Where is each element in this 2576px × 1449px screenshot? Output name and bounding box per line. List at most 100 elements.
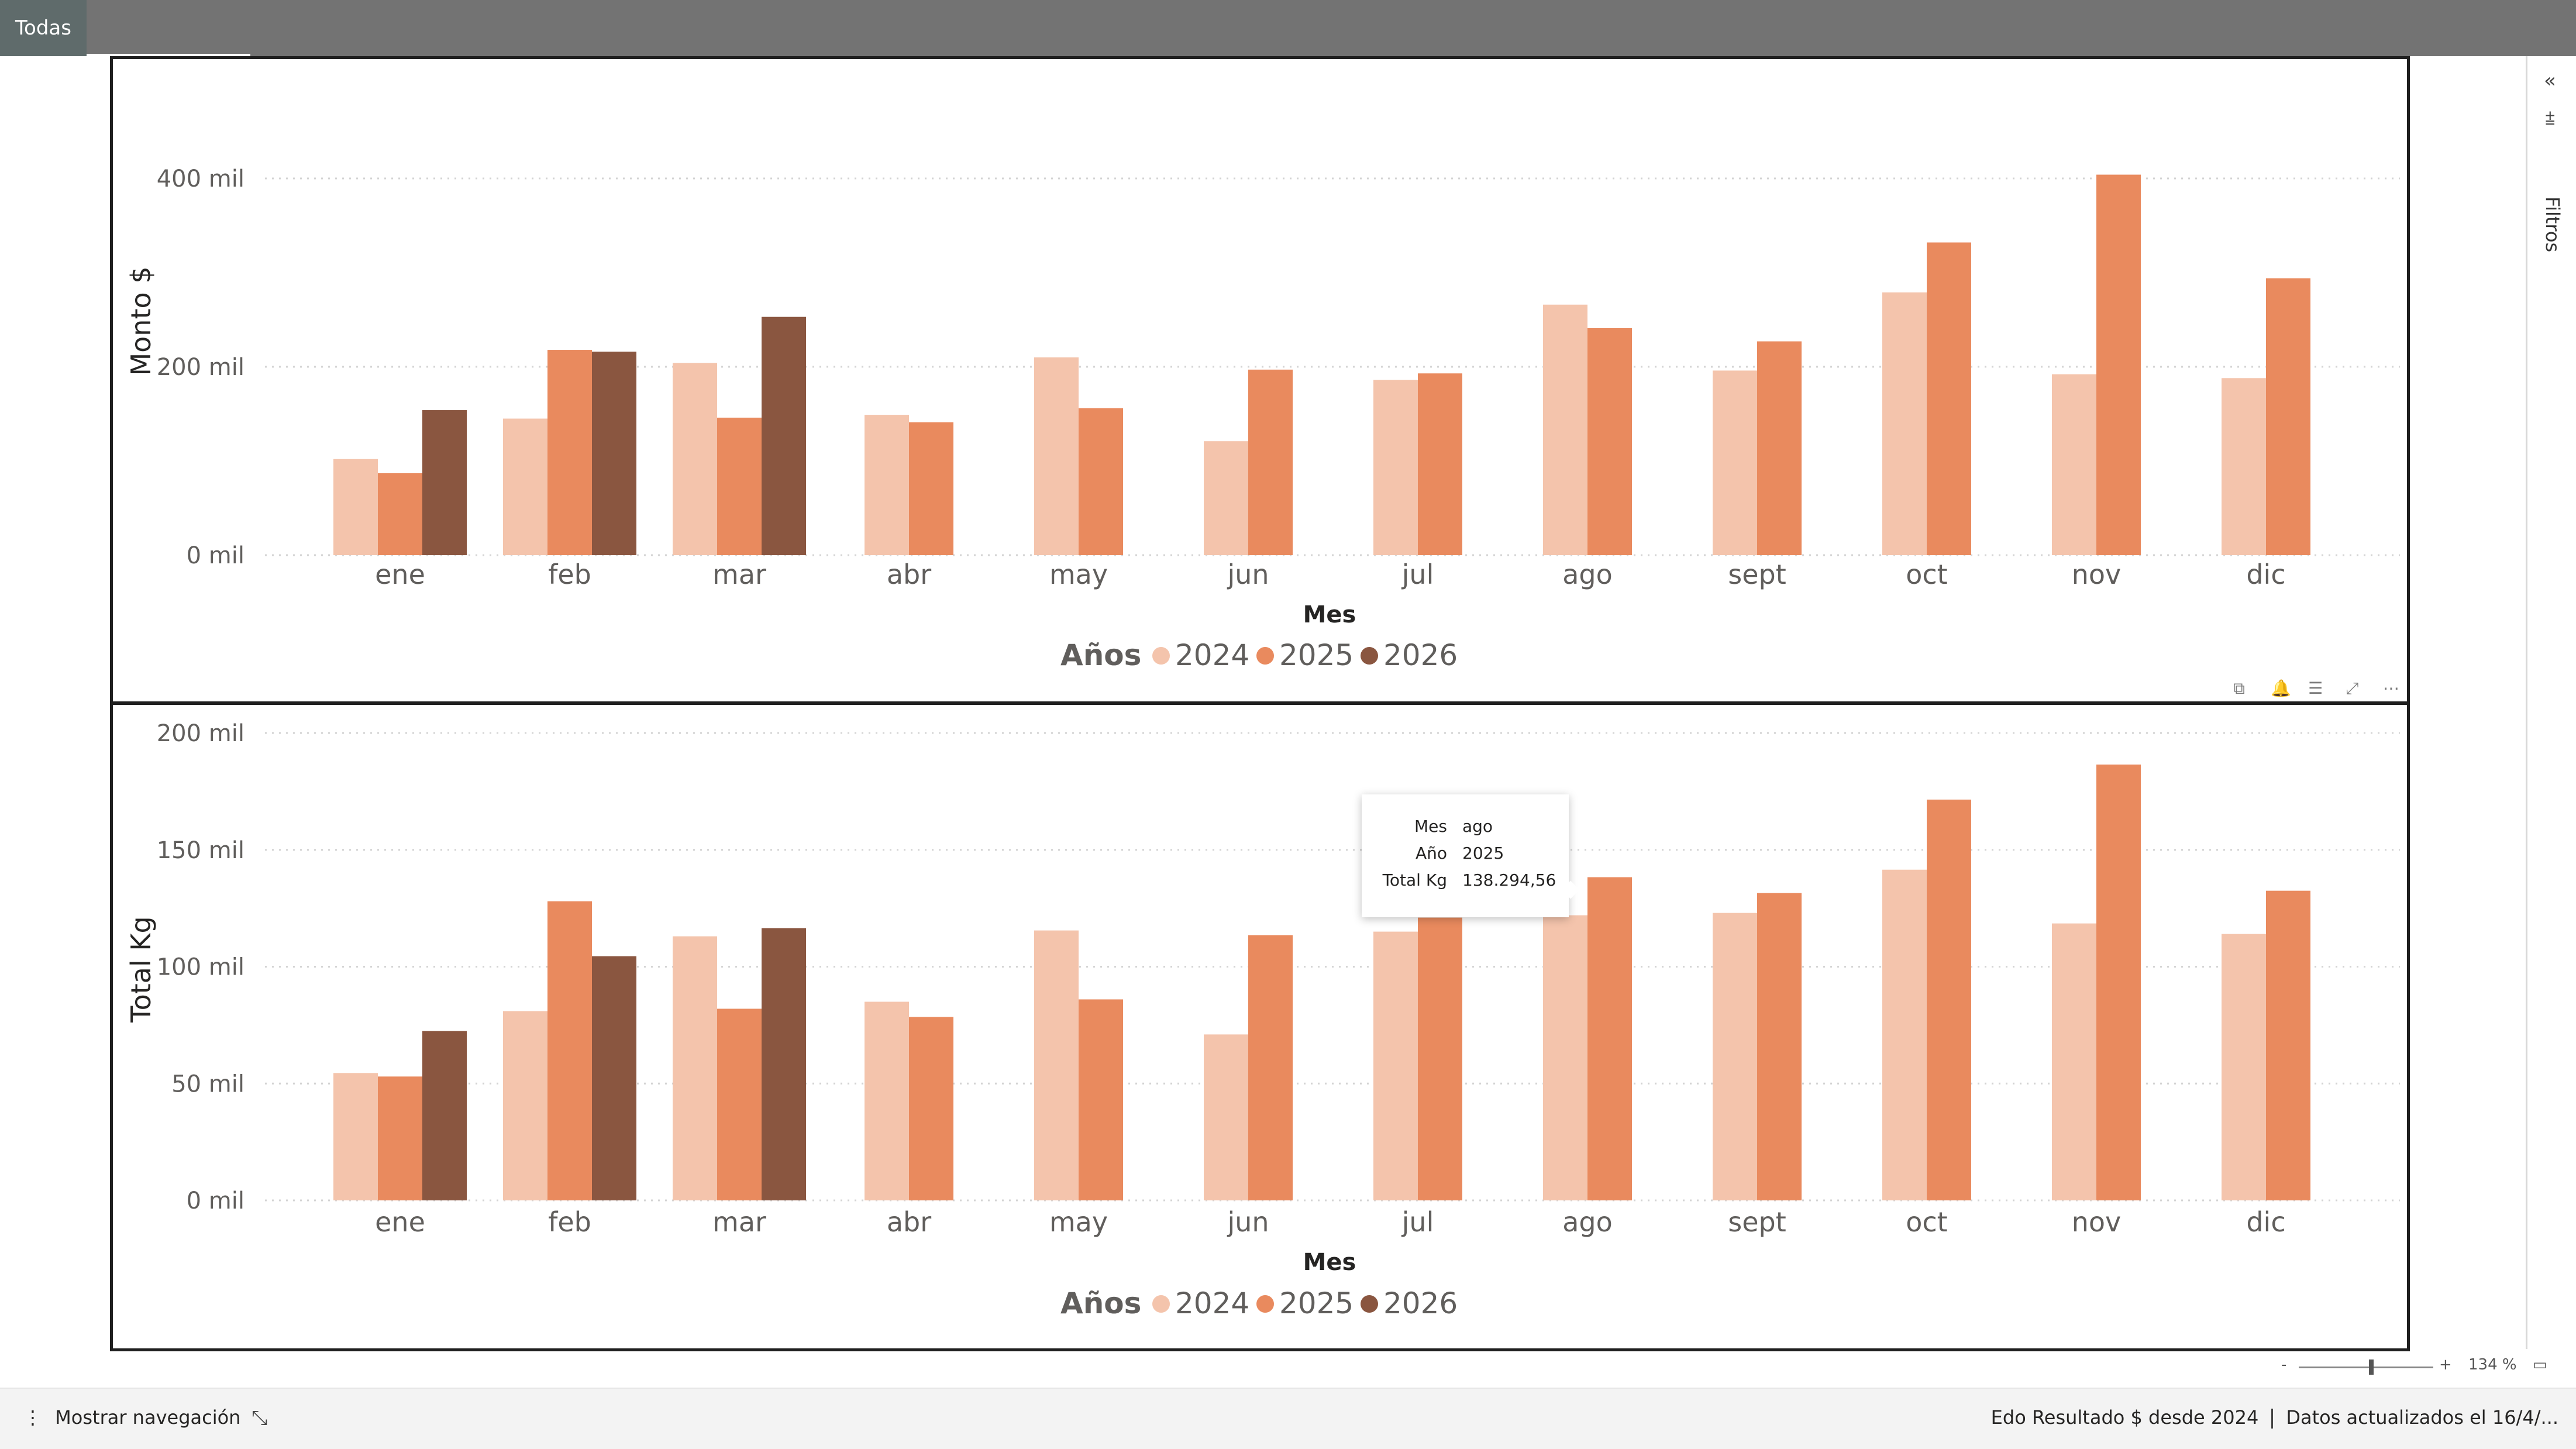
bar-oct-2025[interactable] — [1927, 799, 1971, 1200]
bar-nov-2024[interactable] — [2052, 374, 2096, 555]
bar-oct-2025[interactable] — [1927, 242, 1971, 556]
bar-ago-2024[interactable] — [1543, 915, 1587, 1200]
bar-feb-2025[interactable] — [547, 901, 592, 1200]
status-separator — [2271, 1409, 2274, 1429]
monto-chart-visual[interactable]: 0 mil 200 mil 400 mil Monto $ ene feb mar abr ma… — [110, 56, 2410, 704]
bar-ene-2025[interactable] — [378, 1076, 422, 1200]
x-tick-label: dic — [2246, 559, 2285, 590]
bar-mar-2026[interactable] — [762, 316, 806, 555]
filters-label[interactable]: Filtros — [2541, 197, 2564, 253]
bar-mar-2026[interactable] — [762, 928, 806, 1200]
x-tick-label: sept — [1728, 559, 1786, 590]
collapse-arrows-icon[interactable]: ⤡ — [252, 1406, 268, 1430]
copy-icon[interactable]: ⧉ — [2233, 679, 2245, 698]
legend-label[interactable]: 2024 — [1175, 638, 1249, 672]
x-tick-label: nov — [2072, 1206, 2122, 1238]
bell-icon[interactable]: 🔔 — [2271, 679, 2291, 698]
bar-ene-2024[interactable] — [333, 459, 378, 555]
bar-jul-2025[interactable] — [1418, 373, 1462, 555]
bar-jul-2025[interactable] — [1418, 917, 1462, 1200]
x-tick-label: mar — [712, 559, 766, 590]
bar-feb-2024[interactable] — [503, 418, 547, 555]
bar-jul-2024[interactable] — [1373, 931, 1418, 1200]
collapse-chevron-icon[interactable]: « — [2544, 69, 2556, 92]
bar-feb-2026[interactable] — [592, 956, 636, 1200]
kg-bar-chart: 0 mil 50 mil 100 mil 150 mil 200 mil Total Kg… — [125, 720, 2400, 1320]
zoom-in-button[interactable]: + — [2439, 1356, 2452, 1374]
y-tick-label: 0 mil — [187, 542, 244, 569]
bar-may-2025[interactable] — [1079, 408, 1123, 555]
bar-nov-2025[interactable] — [2096, 764, 2141, 1200]
legend-marker-2025[interactable] — [1256, 647, 1274, 665]
filter-icon[interactable]: ☰ — [2308, 679, 2323, 698]
more-options-icon[interactable]: ⋯ — [2383, 679, 2399, 698]
legend-marker-2026[interactable] — [1361, 1295, 1378, 1313]
legend-label[interactable]: 2024 — [1175, 1286, 1249, 1320]
x-tick-label: feb — [548, 1206, 591, 1238]
bar-may-2025[interactable] — [1079, 999, 1123, 1200]
bar-abr-2024[interactable] — [865, 415, 909, 555]
legend-label[interactable]: 2025 — [1279, 1286, 1354, 1320]
bar-may-2024[interactable] — [1034, 357, 1079, 555]
bar-mar-2025[interactable] — [717, 1009, 762, 1200]
x-tick-label: jun — [1227, 559, 1269, 590]
legend-label[interactable]: 2026 — [1383, 638, 1458, 672]
bar-sept-2025[interactable] — [1757, 341, 1802, 555]
legend-label[interactable]: 2026 — [1383, 1286, 1458, 1320]
show-navigation-button[interactable]: ⋮ Mostrar navegación — [23, 1406, 240, 1429]
bar-dic-2024[interactable] — [2222, 934, 2266, 1200]
bar-abr-2025[interactable] — [909, 422, 953, 555]
x-tick-label: ago — [1562, 1206, 1613, 1238]
zoom-slider-thumb[interactable] — [2369, 1359, 2374, 1375]
monto-bar-chart: 0 mil 200 mil 400 mil Monto $ ene feb mar abr ma… — [125, 166, 2400, 672]
legend-marker-2024[interactable] — [1152, 647, 1170, 665]
bar-may-2024[interactable] — [1034, 930, 1079, 1200]
bar-sept-2025[interactable] — [1757, 893, 1802, 1200]
data-refresh-status[interactable]: Datos actualizados el 16/4/... — [2286, 1406, 2558, 1429]
legend-marker-2025[interactable] — [1256, 1295, 1274, 1313]
bar-ago-2025[interactable] — [1587, 328, 1632, 555]
bar-jul-2024[interactable] — [1373, 380, 1418, 555]
zoom-out-button[interactable]: - — [2281, 1356, 2287, 1374]
fit-to-page-icon[interactable]: ▭ — [2533, 1356, 2547, 1374]
bar-ene-2026[interactable] — [422, 410, 467, 555]
bar-abr-2024[interactable] — [865, 1001, 909, 1200]
bar-mar-2024[interactable] — [673, 363, 717, 555]
bar-ene-2025[interactable] — [378, 473, 422, 555]
bar-nov-2025[interactable] — [2096, 174, 2141, 555]
bar-abr-2025[interactable] — [909, 1017, 953, 1200]
bar-sept-2024[interactable] — [1713, 913, 1757, 1200]
bar-jun-2025[interactable] — [1248, 369, 1293, 555]
bar-dic-2025[interactable] — [2266, 278, 2310, 555]
bar-feb-2025[interactable] — [547, 350, 592, 555]
legend-marker-2026[interactable] — [1361, 647, 1378, 665]
legend-label[interactable]: 2025 — [1279, 638, 1354, 672]
bar-dic-2024[interactable] — [2222, 378, 2266, 555]
tooltip-row: Total Kg 138.294,56 — [1362, 870, 1569, 896]
bar-sept-2024[interactable] — [1713, 370, 1757, 555]
bar-nov-2024[interactable] — [2052, 923, 2096, 1200]
filters-pane[interactable]: « ⩲ Filtros — [2526, 56, 2576, 1349]
bar-mar-2024[interactable] — [673, 936, 717, 1200]
bar-jun-2024[interactable] — [1204, 1034, 1248, 1200]
zoom-slider-track[interactable] — [2299, 1367, 2433, 1368]
page-tabs-bar: Todas — [0, 0, 2576, 56]
focus-mode-icon[interactable]: ⤢ — [2346, 679, 2359, 698]
zoom-value: 134 % — [2468, 1356, 2517, 1374]
bar-jun-2025[interactable] — [1248, 935, 1293, 1200]
bar-ene-2024[interactable] — [333, 1073, 378, 1200]
bar-oct-2024[interactable] — [1882, 869, 1927, 1200]
bar-mar-2025[interactable] — [717, 417, 762, 555]
bar-ago-2025[interactable] — [1587, 877, 1632, 1200]
legend-marker-2024[interactable] — [1152, 1295, 1170, 1313]
bar-feb-2024[interactable] — [503, 1011, 547, 1200]
kg-chart-visual[interactable]: 0 mil 50 mil 100 mil 150 mil 200 mil Total Kg… — [110, 702, 2410, 1351]
bar-feb-2026[interactable] — [592, 352, 636, 555]
bar-ago-2024[interactable] — [1543, 304, 1587, 555]
tooltip-value: ago — [1462, 817, 1493, 836]
bar-ene-2026[interactable] — [422, 1031, 467, 1200]
tab-todas[interactable]: Todas — [0, 0, 87, 56]
bar-jun-2024[interactable] — [1204, 441, 1248, 555]
bar-dic-2025[interactable] — [2266, 890, 2310, 1200]
bar-oct-2024[interactable] — [1882, 292, 1927, 555]
